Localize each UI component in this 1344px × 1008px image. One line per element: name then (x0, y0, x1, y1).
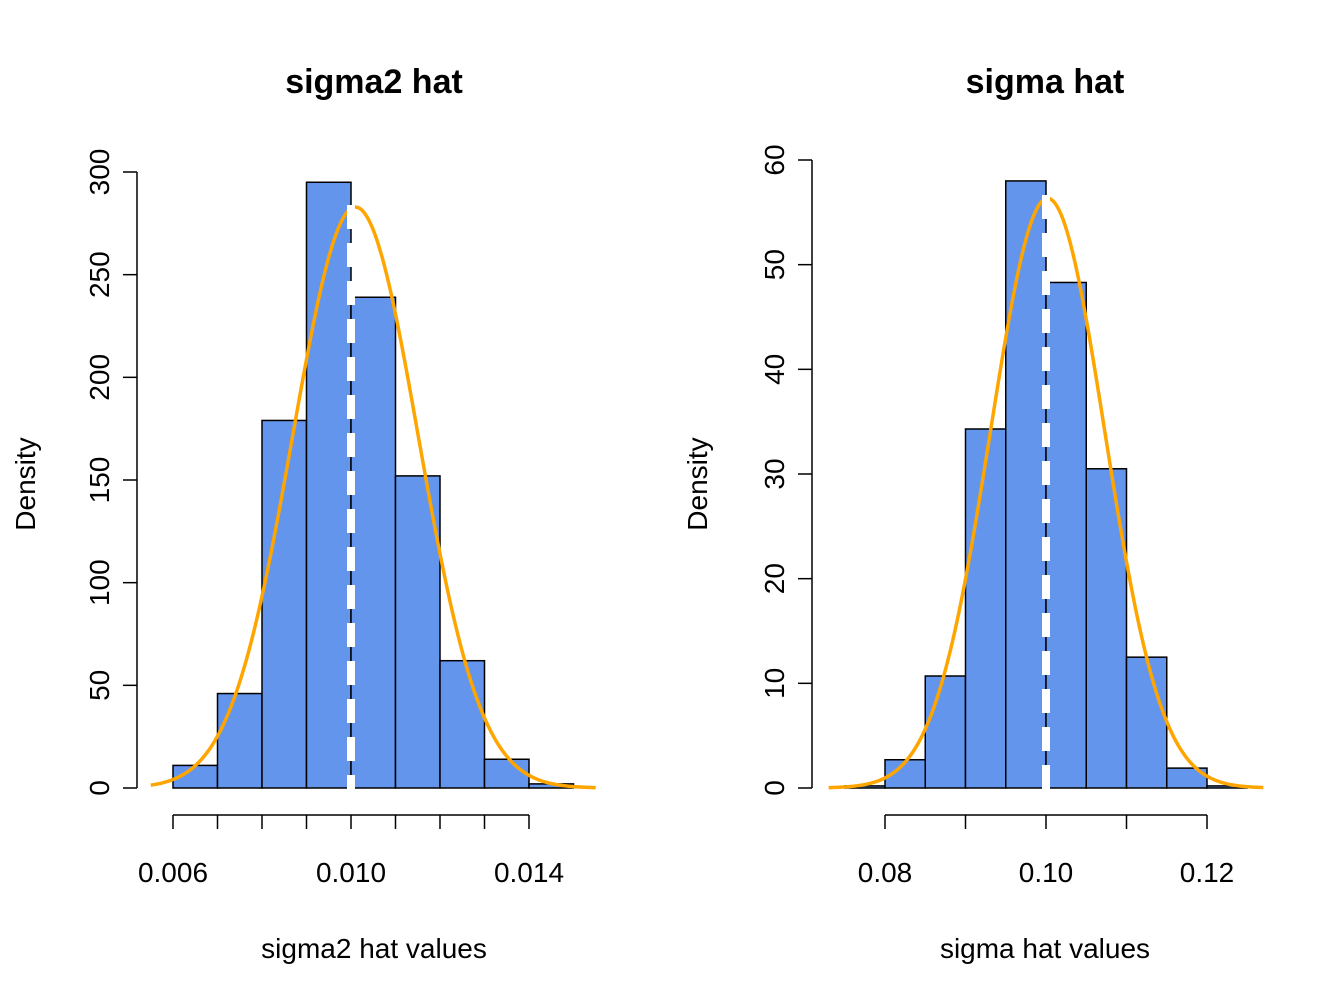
histogram-bar (924, 675, 967, 789)
histogram-bar (1005, 180, 1047, 789)
y-axis: 0 10 20 30 40 50 60 (759, 144, 813, 796)
y-tick-label: 20 (759, 563, 790, 594)
x-tick-label: 0.08 (858, 857, 913, 888)
histogram-bars (172, 181, 575, 789)
x-tick-label: 0.10 (1019, 857, 1074, 888)
histogram-bar (1125, 656, 1168, 789)
density-curve-layer (150, 205, 596, 790)
panel-sigma-hat: sigma hat sigma hat values Density 0.08 0… (682, 63, 1264, 964)
chart-title: sigma hat (966, 63, 1125, 101)
x-axis-label: sigma hat values (940, 933, 1150, 964)
histogram-bar (216, 692, 263, 789)
y-tick-label: 40 (759, 354, 790, 385)
x-tick-label: 0.014 (494, 857, 564, 888)
y-tick-label: 0 (84, 780, 115, 796)
x-axis: 0.08 0.10 0.12 (858, 814, 1235, 888)
y-tick-label: 0 (759, 780, 790, 796)
y-tick-label: 150 (84, 457, 115, 504)
y-tick-label: 50 (759, 249, 790, 280)
y-tick-label: 10 (759, 668, 790, 699)
x-tick-label: 0.006 (138, 857, 208, 888)
y-tick-label: 60 (759, 144, 790, 175)
density-curve (150, 205, 596, 790)
y-tick-label: 50 (84, 670, 115, 701)
y-tick-label: 250 (84, 251, 115, 298)
x-axis-label: sigma2 hat values (261, 933, 487, 964)
y-tick-label: 200 (84, 354, 115, 401)
histogram-bar (964, 428, 1007, 789)
histogram-bar (439, 659, 486, 789)
y-axis-label: Density (682, 437, 713, 530)
y-axis: 0 50 100 150 200 250 300 (84, 149, 138, 796)
y-tick-label: 30 (759, 458, 790, 489)
histogram-bar (394, 475, 441, 789)
x-tick-label: 0.010 (316, 857, 386, 888)
histogram-bar (1085, 468, 1128, 789)
y-tick-label: 300 (84, 149, 115, 196)
x-tick-label: 0.12 (1180, 857, 1235, 888)
histogram-bar (305, 181, 352, 789)
chart-title: sigma2 hat (285, 63, 463, 101)
histogram-bar (483, 758, 530, 789)
panel-sigma2-hat: sigma2 hat sigma2 hat values Density 0.0… (10, 63, 596, 964)
histogram-bar (1045, 281, 1087, 789)
y-tick-label: 100 (84, 559, 115, 606)
y-axis-label: Density (10, 437, 41, 530)
histogram-bars (844, 180, 1248, 789)
histogram-bar (350, 296, 397, 789)
x-axis: 0.006 0.010 0.014 (138, 814, 564, 888)
